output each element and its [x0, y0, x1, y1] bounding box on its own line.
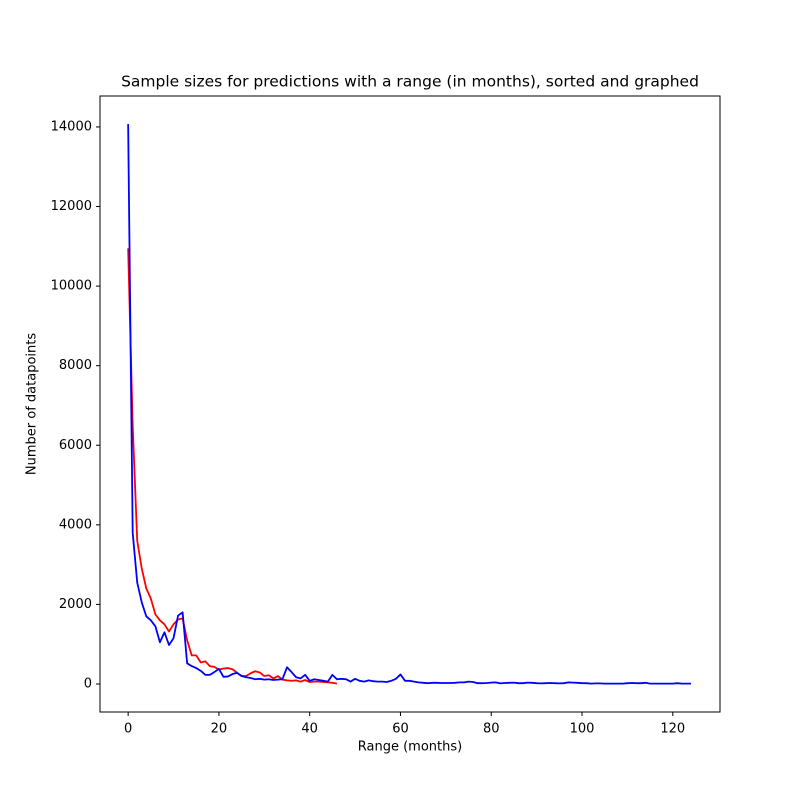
x-tick-label: 20 [211, 722, 228, 737]
y-tick-label: 2000 [59, 597, 92, 612]
x-tick-label: 80 [483, 722, 500, 737]
data-line [127, 124, 691, 685]
y-axis-label: Number of datapoints [25, 333, 40, 475]
x-tick-label: 40 [301, 722, 318, 737]
y-tick-label: 12000 [51, 199, 92, 214]
y-tick-label: 8000 [59, 358, 92, 373]
y-tick-label: 4000 [59, 517, 92, 532]
x-tick-label: 60 [392, 722, 409, 737]
y-tick-label: 0 [84, 676, 92, 691]
y-tick-label: 6000 [59, 438, 92, 453]
plot-frame [99, 95, 721, 713]
x-axis-label: Range (months) [358, 740, 462, 755]
y-tick-label: 14000 [51, 119, 92, 134]
chart-title: Sample sizes for predictions with a rang… [121, 73, 699, 91]
x-tick-label: 0 [124, 722, 132, 737]
data-line [127, 248, 338, 685]
x-tick-label: 120 [660, 722, 685, 737]
y-tick-label: 10000 [51, 279, 92, 294]
x-tick-label: 100 [570, 722, 595, 737]
